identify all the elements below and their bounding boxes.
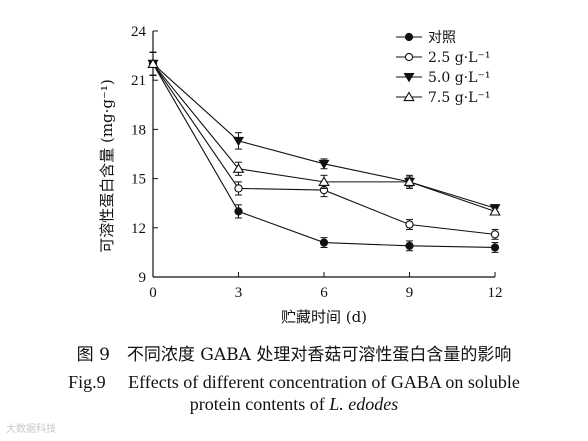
y-tick-label: 15 [131,172,146,188]
legend-entry: 2.5 g·L⁻¹ [396,50,490,66]
x-tick-label: 3 [235,285,243,301]
data-point [405,220,414,229]
legend-marker [403,91,415,102]
data-point [234,184,243,193]
legend-marker [404,32,414,42]
y-axis-label: 可溶性蛋白含量 (mg·g⁻¹) [98,79,116,253]
chart-legend: 对照 2.5 g·L⁻¹ 5.0 g·L⁻¹ 7.5 g·L⁻¹ [396,30,490,106]
legend-marker [404,52,414,62]
legend-marker [403,73,415,83]
legend-label: 7.5 g·L⁻¹ [428,90,490,106]
legend-entry: 5.0 g·L⁻¹ [396,70,490,86]
data-point [147,58,159,68]
series-4 [147,51,501,216]
y-tick-label: 24 [131,24,147,40]
y-axis-ticks: 9 12 15 18 21 24 [131,24,158,286]
legend-label: 5.0 g·L⁻¹ [428,70,490,86]
data-point [490,243,500,252]
legend-label: 2.5 g·L⁻¹ [428,50,490,66]
legend-entry: 对照 [396,30,456,46]
x-axis-label: 贮藏时间 (d) [281,308,367,326]
species-name: L. edodes [329,394,399,414]
y-tick-label: 12 [131,221,146,237]
data-point [403,176,416,187]
x-tick-label: 9 [406,285,414,301]
x-tick-label: 12 [488,285,503,301]
x-tick-label: 6 [320,285,328,301]
figure-caption-english-line2: protein contents of L. edodes [0,394,588,415]
x-tick-label: 0 [149,285,157,301]
legend-entry: 7.5 g·L⁻¹ [396,90,490,106]
figure-caption-english-line1: Fig.9 Effects of different concentration… [68,372,520,392]
legend-label: 对照 [428,30,456,46]
y-tick-label: 18 [131,122,146,138]
y-tick-label: 21 [131,73,146,89]
figure-caption-chinese: 图 9 不同浓度 GABA 处理对香菇可溶性蛋白含量的影响 [76,345,512,365]
data-point [233,136,244,147]
y-tick-label: 9 [139,270,147,286]
caption-text: protein contents of [189,394,330,414]
watermark: 大数据科技 [6,424,56,435]
chart-series [147,51,501,253]
data-point [232,163,245,173]
data-point [319,238,329,247]
data-point [318,176,330,187]
data-point [234,207,243,216]
data-point [405,241,414,250]
data-point [489,205,501,216]
x-axis-ticks: 0 3 6 9 12 [149,272,503,301]
data-point [318,159,330,170]
data-point [490,230,500,239]
line-chart: 9 12 15 18 21 24 0 3 6 9 12 对照 2.5 g·L⁻¹ 5.0 g·L⁻¹ 7… [98,24,503,326]
